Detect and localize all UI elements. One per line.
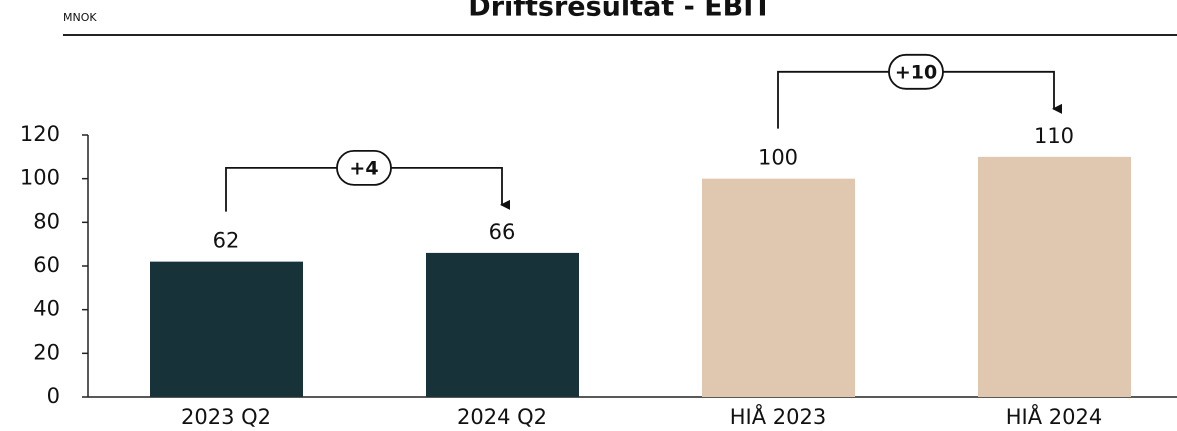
bar	[978, 156, 1131, 397]
value-label: 62	[213, 229, 240, 253]
difference-label: +10	[895, 61, 937, 83]
x-tick-label: 2024 Q2	[457, 405, 547, 429]
x-tick-label: HIÅ 2024	[1006, 403, 1102, 429]
bar	[702, 178, 855, 397]
y-tick-label: 40	[33, 297, 60, 321]
chart-title: Driftsresultat - EBIT	[468, 0, 772, 23]
difference-badge	[336, 149, 392, 186]
y-tick-label: 20	[33, 340, 60, 364]
y-tick-label: 0	[47, 384, 60, 408]
y-tick-label: 80	[33, 209, 60, 233]
x-tick-label: 2023 Q2	[181, 405, 271, 429]
bar	[150, 261, 303, 397]
value-label: 100	[758, 146, 798, 170]
value-label: 66	[489, 220, 516, 244]
x-tick-label: HIÅ 2023	[730, 403, 826, 429]
bar	[426, 252, 579, 397]
difference-label: +4	[349, 157, 378, 179]
unit-label: MNOK	[63, 11, 97, 24]
y-tick-label: 60	[33, 253, 60, 277]
y-tick-label: 120	[20, 122, 60, 146]
difference-badge	[888, 53, 944, 90]
value-label: 110	[1034, 124, 1074, 148]
y-tick-label: 100	[20, 166, 60, 190]
